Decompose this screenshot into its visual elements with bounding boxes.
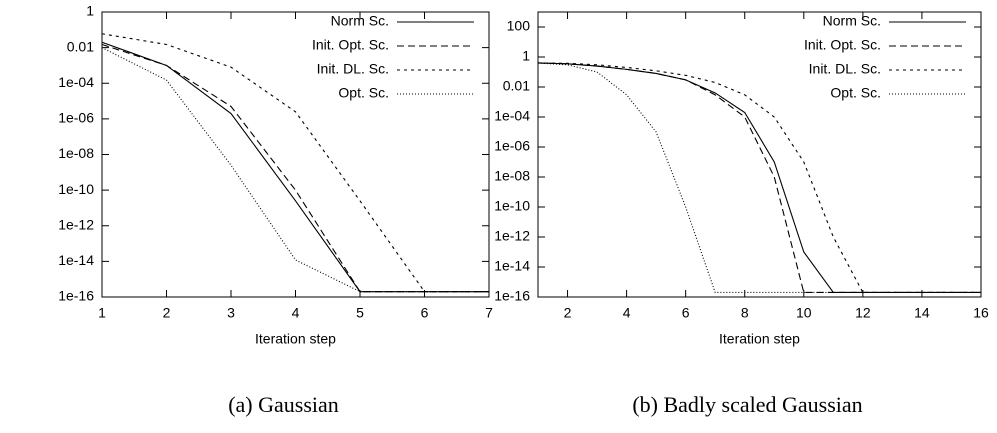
legend-label: Norm Sc.: [823, 13, 881, 29]
y-tick-label: 1e-08: [58, 145, 94, 161]
series-line: [537, 62, 981, 294]
y-tick-label: 1e-04: [58, 74, 94, 90]
x-tick-label: 14: [914, 305, 930, 321]
plot-frame: [101, 11, 490, 298]
caption: (b) Badly scaled Gaussian: [632, 392, 862, 417]
y-tick-label: 1: [86, 3, 94, 19]
x-tick-label: 5: [356, 305, 364, 321]
x-tick-label: 3: [227, 305, 235, 321]
y-tick-label: 1e-06: [494, 138, 530, 154]
legend-label: Norm Sc.: [331, 13, 389, 29]
x-tick-label: 4: [623, 305, 631, 321]
series-line: [537, 62, 981, 294]
legend-label: Opt. Sc.: [338, 85, 389, 101]
legend-label: Init. DL. Sc.: [809, 61, 881, 77]
legend-label: Init. DL. Sc.: [317, 61, 389, 77]
y-tick-label: 1e-10: [58, 181, 94, 197]
x-tick-label: 6: [682, 305, 690, 321]
x-axis-label: Iteration step: [719, 331, 800, 347]
y-tick-label: 1e-16: [58, 288, 94, 304]
x-tick-label: 12: [855, 305, 871, 321]
x-tick-label: 7: [485, 305, 493, 321]
legend-label: Init. Opt. Sc.: [804, 37, 881, 53]
x-tick-label: 10: [796, 305, 812, 321]
series-line: [101, 47, 489, 293]
y-tick-label: 100: [507, 18, 531, 34]
y-tick-label: 1: [522, 48, 530, 64]
series-line: [537, 62, 981, 294]
y-tick-label: 1e-12: [58, 216, 94, 232]
x-tick-label: 1: [98, 305, 106, 321]
x-tick-label: 2: [564, 305, 572, 321]
y-tick-label: 1e-12: [494, 228, 530, 244]
x-tick-label: 6: [421, 305, 429, 321]
x-axis-label: Iteration step: [255, 331, 336, 347]
legend-label: Init. Opt. Sc.: [312, 37, 389, 53]
y-tick-label: 1e-04: [494, 108, 530, 124]
series-line: [101, 33, 489, 293]
y-tick-label: 1e-06: [58, 110, 94, 126]
y-tick-label: 1e-14: [58, 252, 94, 268]
plot-frame: [537, 11, 982, 298]
x-tick-label: 16: [973, 305, 989, 321]
legend-label: Opt. Sc.: [830, 85, 881, 101]
y-tick-label: 0.01: [67, 38, 94, 54]
series-line: [101, 41, 489, 293]
y-tick-label: 0.01: [503, 78, 530, 94]
x-tick-label: 8: [741, 305, 749, 321]
x-tick-label: 4: [292, 305, 300, 321]
caption: (a) Gaussian: [228, 392, 339, 417]
x-tick-label: 2: [163, 305, 171, 321]
y-tick-label: 1e-10: [494, 198, 530, 214]
y-tick-label: 1e-16: [494, 288, 530, 304]
series-line: [101, 43, 489, 293]
y-tick-label: 1e-08: [494, 168, 530, 184]
series-line: [537, 62, 981, 294]
y-tick-label: 1e-14: [494, 258, 530, 274]
